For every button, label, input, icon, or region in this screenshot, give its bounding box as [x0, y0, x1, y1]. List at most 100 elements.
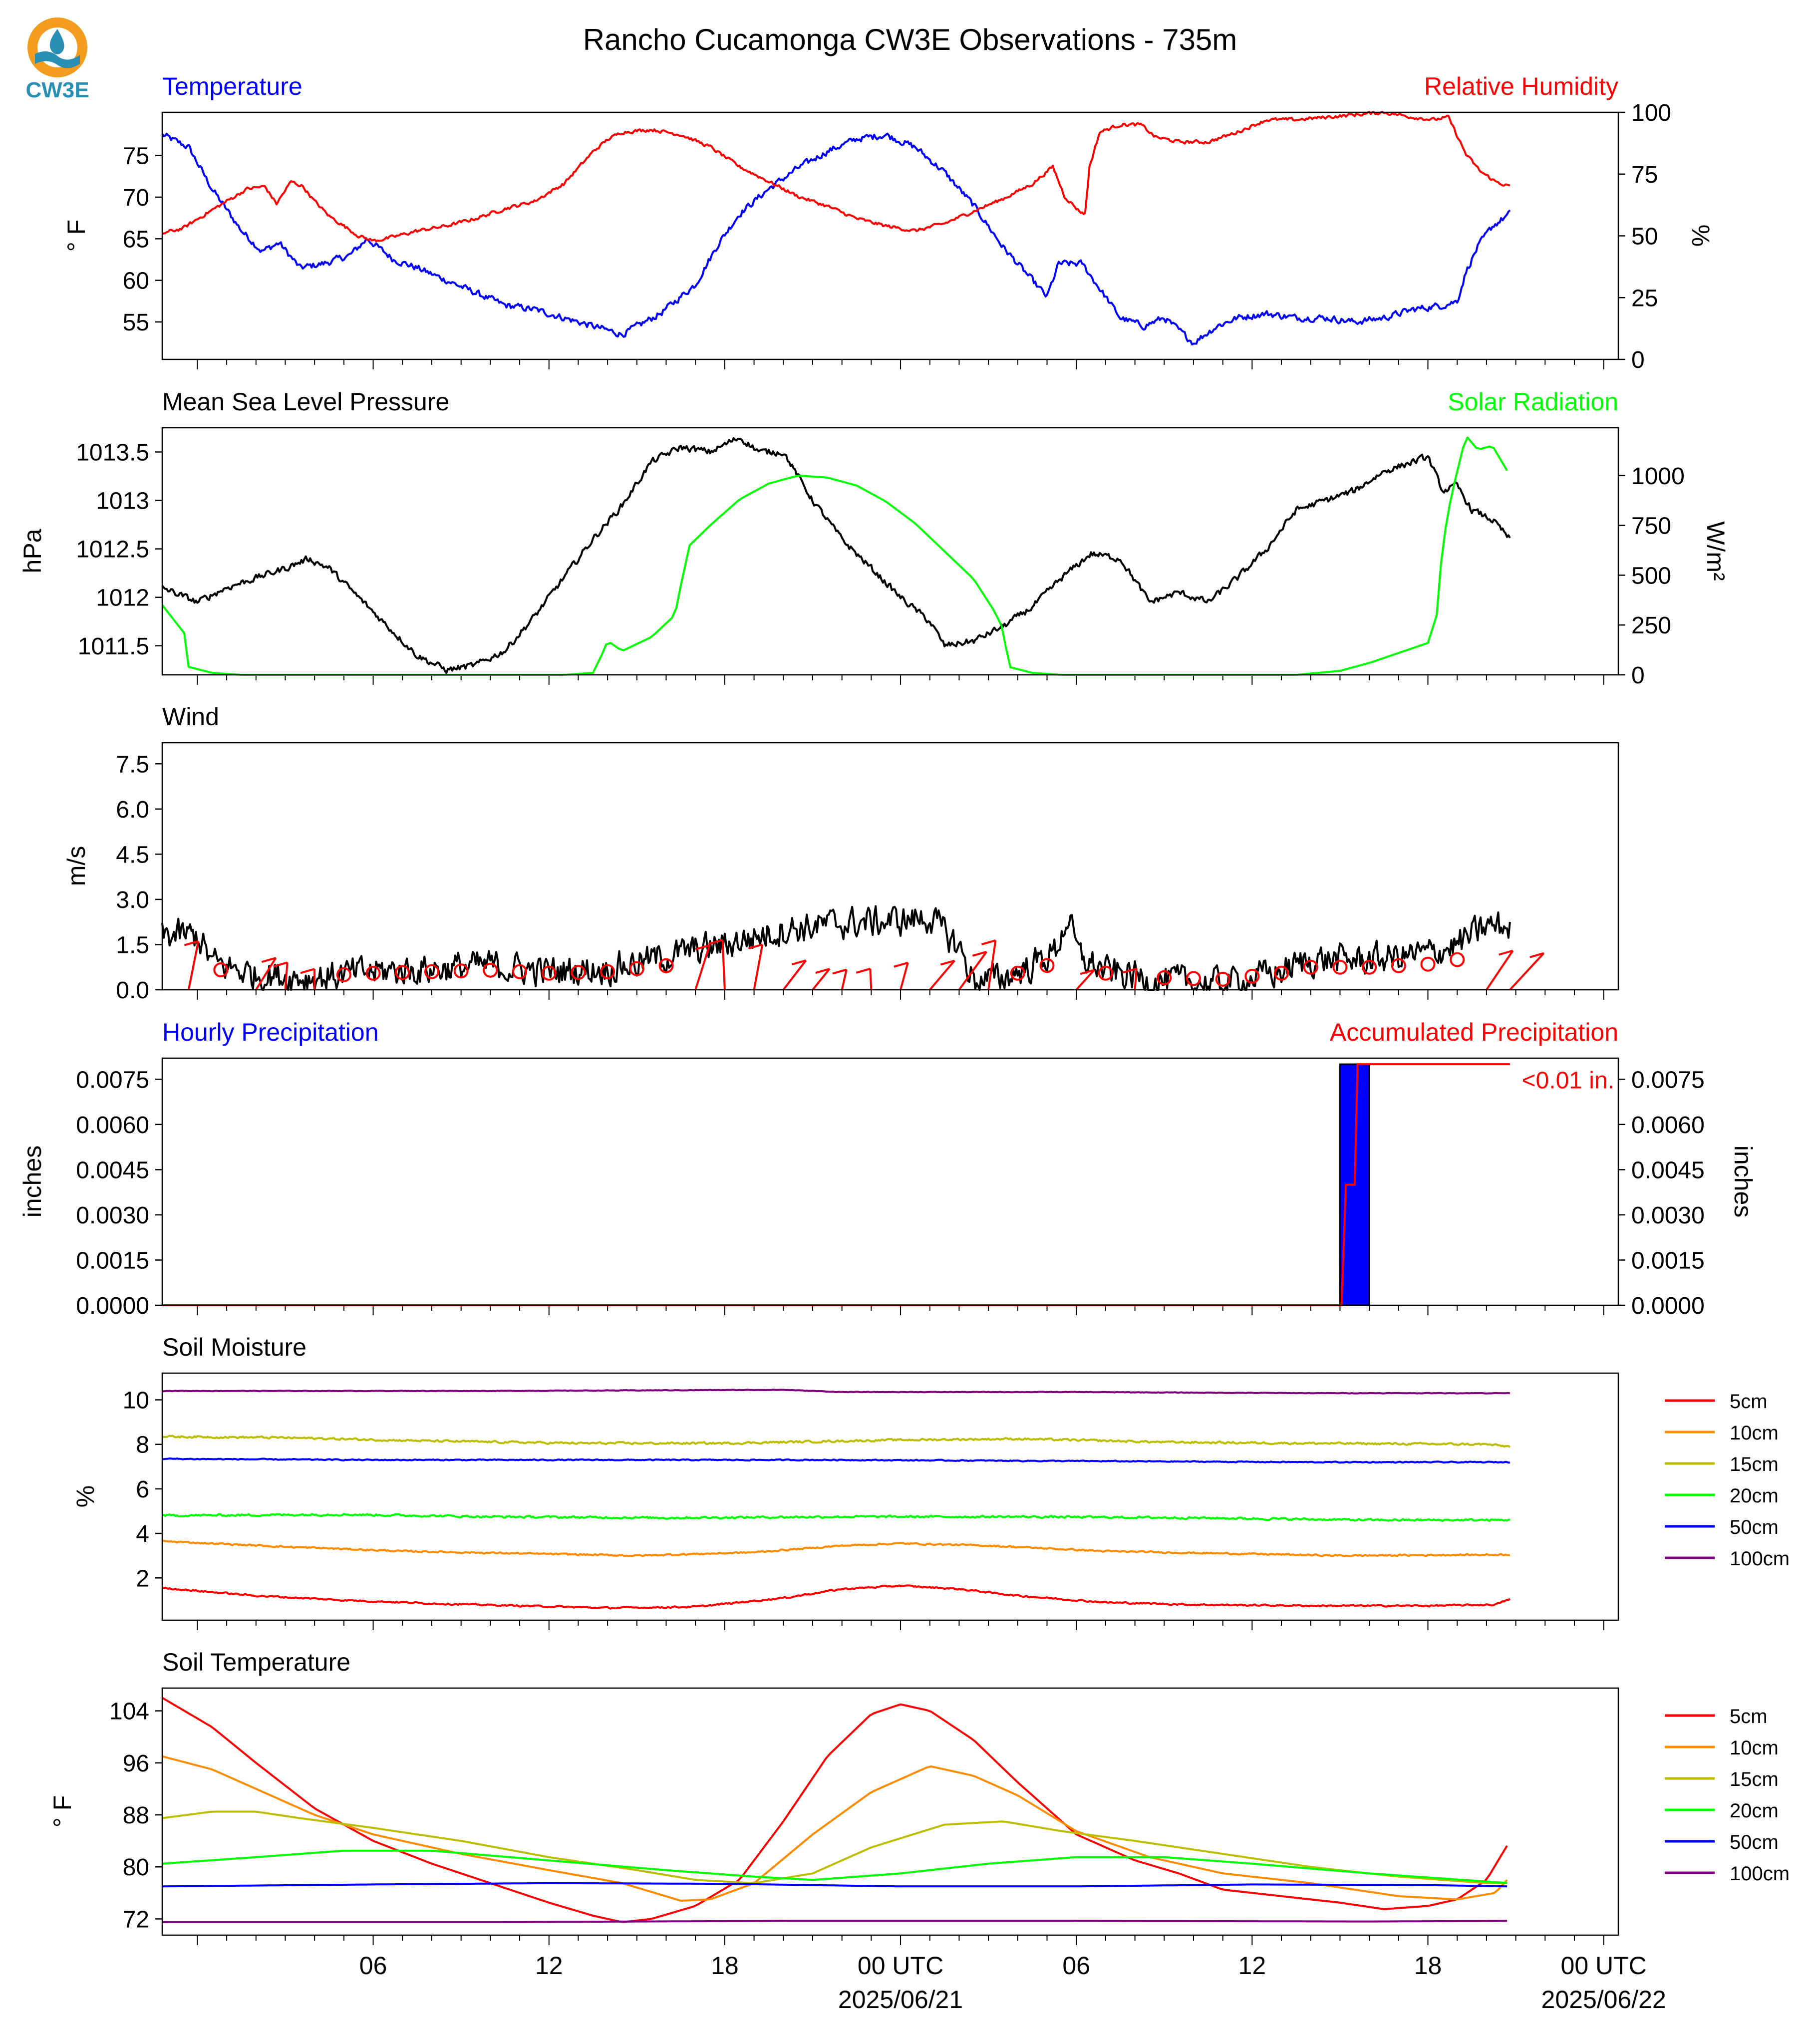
legend-label-100cm: 100cm — [1730, 1863, 1790, 1885]
wind-barb-flag — [1080, 969, 1095, 975]
soil-temperature-ylabel: ° F — [48, 1795, 76, 1827]
wind-barb-staff — [721, 940, 726, 990]
x-tick-label: 12 — [1238, 1952, 1266, 1980]
plot-frame — [161, 1057, 1619, 1306]
y2-tick-label: 75 — [1631, 162, 1658, 188]
y-tick-label: 104 — [109, 1699, 149, 1725]
wind-barb-flag — [1499, 949, 1514, 956]
solar-title: Solar Radiation — [1448, 388, 1618, 416]
wind-barb-flag — [1122, 967, 1137, 974]
series-left-line — [161, 905, 1511, 991]
wind-barb-staff — [869, 968, 873, 990]
y-tick-label: 0.0000 — [76, 1293, 149, 1319]
y-tick-label: 4 — [136, 1521, 149, 1547]
accum-precip-title: Accumulated Precipitation — [1330, 1018, 1618, 1046]
cw3e-logo: CW3E — [25, 17, 89, 102]
legend-label-100cm: 100cm — [1730, 1548, 1790, 1570]
y-tick-label: 8 — [136, 1432, 149, 1458]
y-tick-label: 0.0 — [116, 977, 149, 1004]
wind-calm-circle — [1039, 958, 1055, 973]
wind-barb-staff — [753, 944, 764, 990]
soil-temperature-legend: 5cm 10cm 15cm 20cm 50cm 100cm — [1665, 1706, 1790, 1885]
plot-frame — [161, 111, 1619, 360]
wind-calm-circle — [1303, 959, 1318, 975]
wind-barb-staff — [1509, 952, 1545, 991]
y2-tick-label: 0.0045 — [1631, 1157, 1705, 1183]
panel-soil-temperature: Soil Temperature ° F 72 80 88 96 104 5cm 10cm… — [48, 1648, 1790, 1945]
y-tick-label: 6.0 — [116, 797, 149, 823]
solar-ylabel: W/m² — [1702, 521, 1730, 580]
y-tick-label: 0.0030 — [76, 1202, 149, 1229]
y-tick-label: 55 — [123, 309, 149, 336]
wind-barb-flag — [894, 961, 909, 968]
wind-calm-circle — [658, 958, 674, 973]
plot-frame — [161, 427, 1619, 676]
y-tick-label: 1011.5 — [78, 633, 149, 660]
pressure-title: Mean Sea Level Pressure — [162, 388, 449, 416]
wind-barb-flag — [184, 940, 199, 946]
figure-title: Rancho Cucamonga CW3E Observations - 735… — [583, 23, 1237, 56]
y2-tick-label: 100 — [1631, 100, 1671, 126]
wind-calm-circle — [213, 962, 229, 978]
accumulated-precip-line — [162, 1063, 1510, 1306]
series-100cm — [162, 1920, 1507, 1923]
rh-ylabel: % — [1687, 225, 1715, 247]
wind-calm-circle — [571, 965, 586, 980]
series-15cm — [162, 1435, 1511, 1448]
x-tick-label: 18 — [711, 1952, 739, 1980]
plot-area — [161, 436, 1511, 676]
logo-wave-icon — [35, 51, 80, 68]
y-tick-label: 7.5 — [116, 751, 149, 778]
series-left-line — [161, 437, 1511, 674]
series-left-line — [161, 132, 1511, 346]
y-tick-label: 1012 — [96, 585, 149, 611]
wind-barb-flag — [981, 939, 996, 945]
wind-calm-circle — [541, 965, 557, 981]
time-axis: 06 12 18 00 UTC 2025/06/21 06 12 18 00 UTC 2025/0… — [359, 1952, 1666, 2014]
y2-tick-label: 0.0015 — [1631, 1247, 1705, 1274]
y2-tick-label: 0.0060 — [1631, 1112, 1705, 1139]
y-tick-label: 70 — [123, 185, 149, 211]
y-tick-label: 0.0045 — [76, 1157, 149, 1183]
soil-moisture-legend: 5cm 10cm 15cm 20cm 50cm 100cm — [1665, 1391, 1790, 1570]
plot-area — [161, 1697, 1508, 1923]
legend-label-10cm: 10cm — [1730, 1422, 1779, 1444]
panel-ticks: 55 60 65 70 75 0 25 50 75 100 — [123, 100, 1671, 373]
wind-barb-staff — [900, 962, 909, 990]
y2-tick-label: 250 — [1631, 612, 1671, 639]
legend-label-5cm: 5cm — [1730, 1706, 1768, 1728]
plot-area — [162, 1389, 1511, 1610]
hourly-precip-title: Hourly Precipitation — [162, 1018, 379, 1046]
wind-barb-flag — [300, 968, 315, 974]
wind-calm-circle — [336, 967, 351, 982]
wind-title: Wind — [162, 703, 219, 731]
logo-drop-icon — [49, 29, 64, 54]
y-tick-label: 0.0060 — [76, 1112, 149, 1139]
wind-barb-staff — [987, 940, 997, 990]
legend-label-20cm: 20cm — [1730, 1800, 1779, 1822]
y2-tick-label: 0 — [1631, 347, 1645, 373]
logo-text: CW3E — [25, 78, 89, 102]
rh-title: Relative Humidity — [1424, 72, 1618, 100]
y2-tick-label: 1000 — [1631, 463, 1685, 490]
series-5cm — [161, 1697, 1508, 1923]
temperature-title: Temperature — [162, 72, 303, 100]
wind-calm-circle — [1391, 958, 1406, 973]
series-15cm — [162, 1810, 1507, 1884]
soil-moisture-title: Soil Moisture — [162, 1333, 306, 1361]
series-50cm — [162, 1457, 1510, 1464]
pressure-ylabel: hPa — [18, 529, 46, 573]
x-tick-label: 12 — [535, 1952, 563, 1980]
series-right-line — [162, 111, 1510, 243]
temperature-ylabel: ° F — [62, 220, 90, 252]
soil-moisture-ylabel: % — [71, 1485, 99, 1507]
wind-barb-flag — [273, 961, 288, 968]
y-tick-label: 1013 — [96, 488, 149, 515]
legend-label-20cm: 20cm — [1730, 1485, 1779, 1507]
x-tick-label: 06 — [359, 1952, 387, 1980]
y-tick-label: 80 — [123, 1854, 149, 1881]
y2-tick-label: 50 — [1631, 224, 1658, 250]
plot-frame — [161, 1372, 1619, 1621]
x-tick-label: 18 — [1414, 1952, 1442, 1980]
